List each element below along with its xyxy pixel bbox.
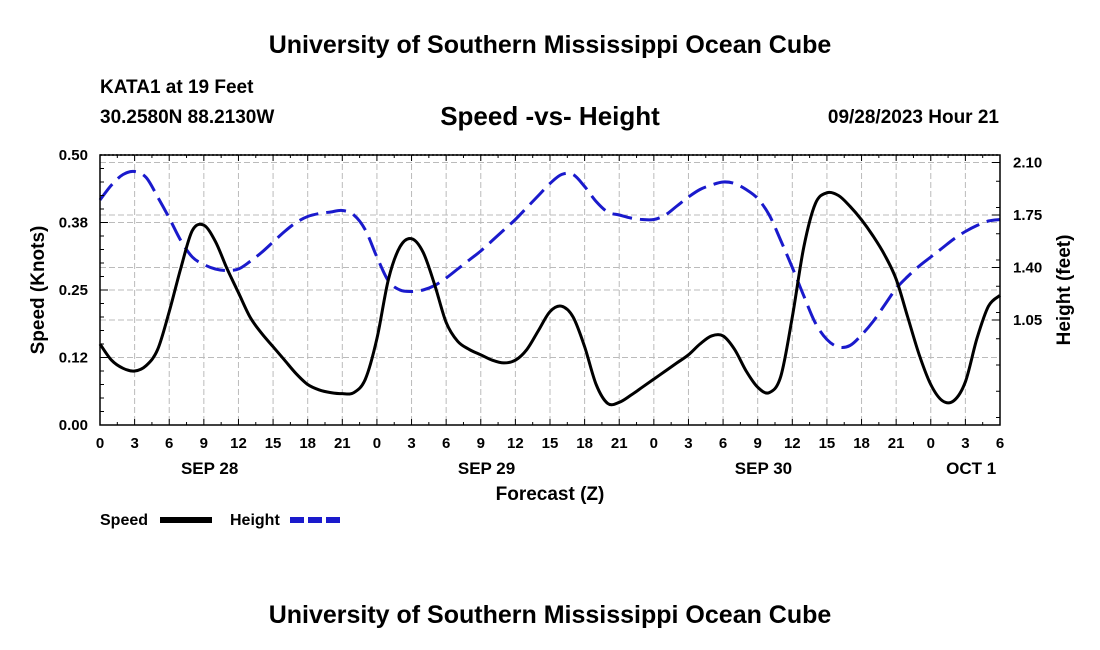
x-tick-label: 6	[719, 435, 727, 452]
x-tick-label: 6	[442, 435, 450, 452]
chart-title: Speed -vs- Height	[440, 101, 660, 131]
y-tick-label-right: 2.10	[1013, 155, 1042, 172]
x-tick-label: 0	[650, 435, 658, 452]
x-tick-label: 0	[96, 435, 104, 452]
y-axis-right-label: Height (feet)	[1054, 235, 1075, 346]
y-tick-label-left: 0.00	[59, 417, 88, 434]
y-tick-label-right: 1.05	[1013, 312, 1042, 329]
y-tick-label-right: 1.40	[1013, 260, 1042, 277]
y-axis-left-label: Speed (Knots)	[28, 226, 49, 355]
legend-label-speed: Speed	[100, 512, 148, 529]
speed-height-chart: 0 3 6 9 12 15 18 21 0 3 6 9 12 15 18 21 0 3 6 9 12 15 18 21 0 3 6S…	[28, 147, 1075, 529]
x-tick-label: 12	[230, 435, 247, 452]
x-tick-label: 12	[507, 435, 524, 452]
y-tick-label-left: 0.25	[59, 282, 88, 299]
x-tick-label: 9	[477, 435, 485, 452]
x-tick-label: 15	[542, 435, 559, 452]
x-tick-label: 15	[819, 435, 836, 452]
x-tick-label: 9	[200, 435, 208, 452]
legend-label-height: Height	[230, 512, 280, 529]
day-label: SEP 30	[735, 459, 792, 478]
x-tick-label: 3	[130, 435, 138, 452]
height-series-line	[98, 169, 1001, 349]
x-tick-label: 18	[853, 435, 870, 452]
day-label: SEP 28	[181, 459, 238, 478]
x-tick-label: 0	[927, 435, 935, 452]
x-tick-label: 6	[165, 435, 173, 452]
x-axis-label: Forecast (Z)	[496, 484, 605, 505]
x-tick-label: 21	[334, 435, 351, 452]
x-tick-label: 9	[754, 435, 762, 452]
y-tick-label-left: 0.38	[59, 215, 88, 232]
page-title: University of Southern Mississippi Ocean…	[268, 31, 832, 59]
footer-title: University of Southern Mississippi Ocean…	[268, 601, 832, 629]
forecast-datetime: 09/28/2023 Hour 21	[827, 107, 999, 128]
x-tick-label: 21	[611, 435, 628, 452]
day-label: OCT 1	[946, 459, 996, 478]
x-tick-label: 6	[996, 435, 1004, 452]
x-tick-label: 3	[407, 435, 415, 452]
station-coords: 30.2580N 88.2130W	[100, 107, 275, 128]
x-tick-label: 21	[888, 435, 905, 452]
station-name: KATA1 at 19 Feet	[100, 77, 254, 98]
x-tick-label: 12	[784, 435, 801, 452]
y-tick-label-left: 0.12	[59, 350, 88, 367]
speed-series-line	[98, 190, 1002, 407]
y-tick-label-right: 1.75	[1013, 207, 1042, 224]
x-tick-label: 18	[576, 435, 593, 452]
x-tick-label: 18	[299, 435, 316, 452]
y-tick-label-left: 0.50	[59, 147, 88, 164]
x-tick-label: 15	[265, 435, 282, 452]
day-label: SEP 29	[458, 459, 515, 478]
x-tick-label: 3	[684, 435, 692, 452]
x-tick-label: 3	[961, 435, 969, 452]
legend: Speed Height	[100, 512, 342, 529]
x-tick-label: 0	[373, 435, 381, 452]
